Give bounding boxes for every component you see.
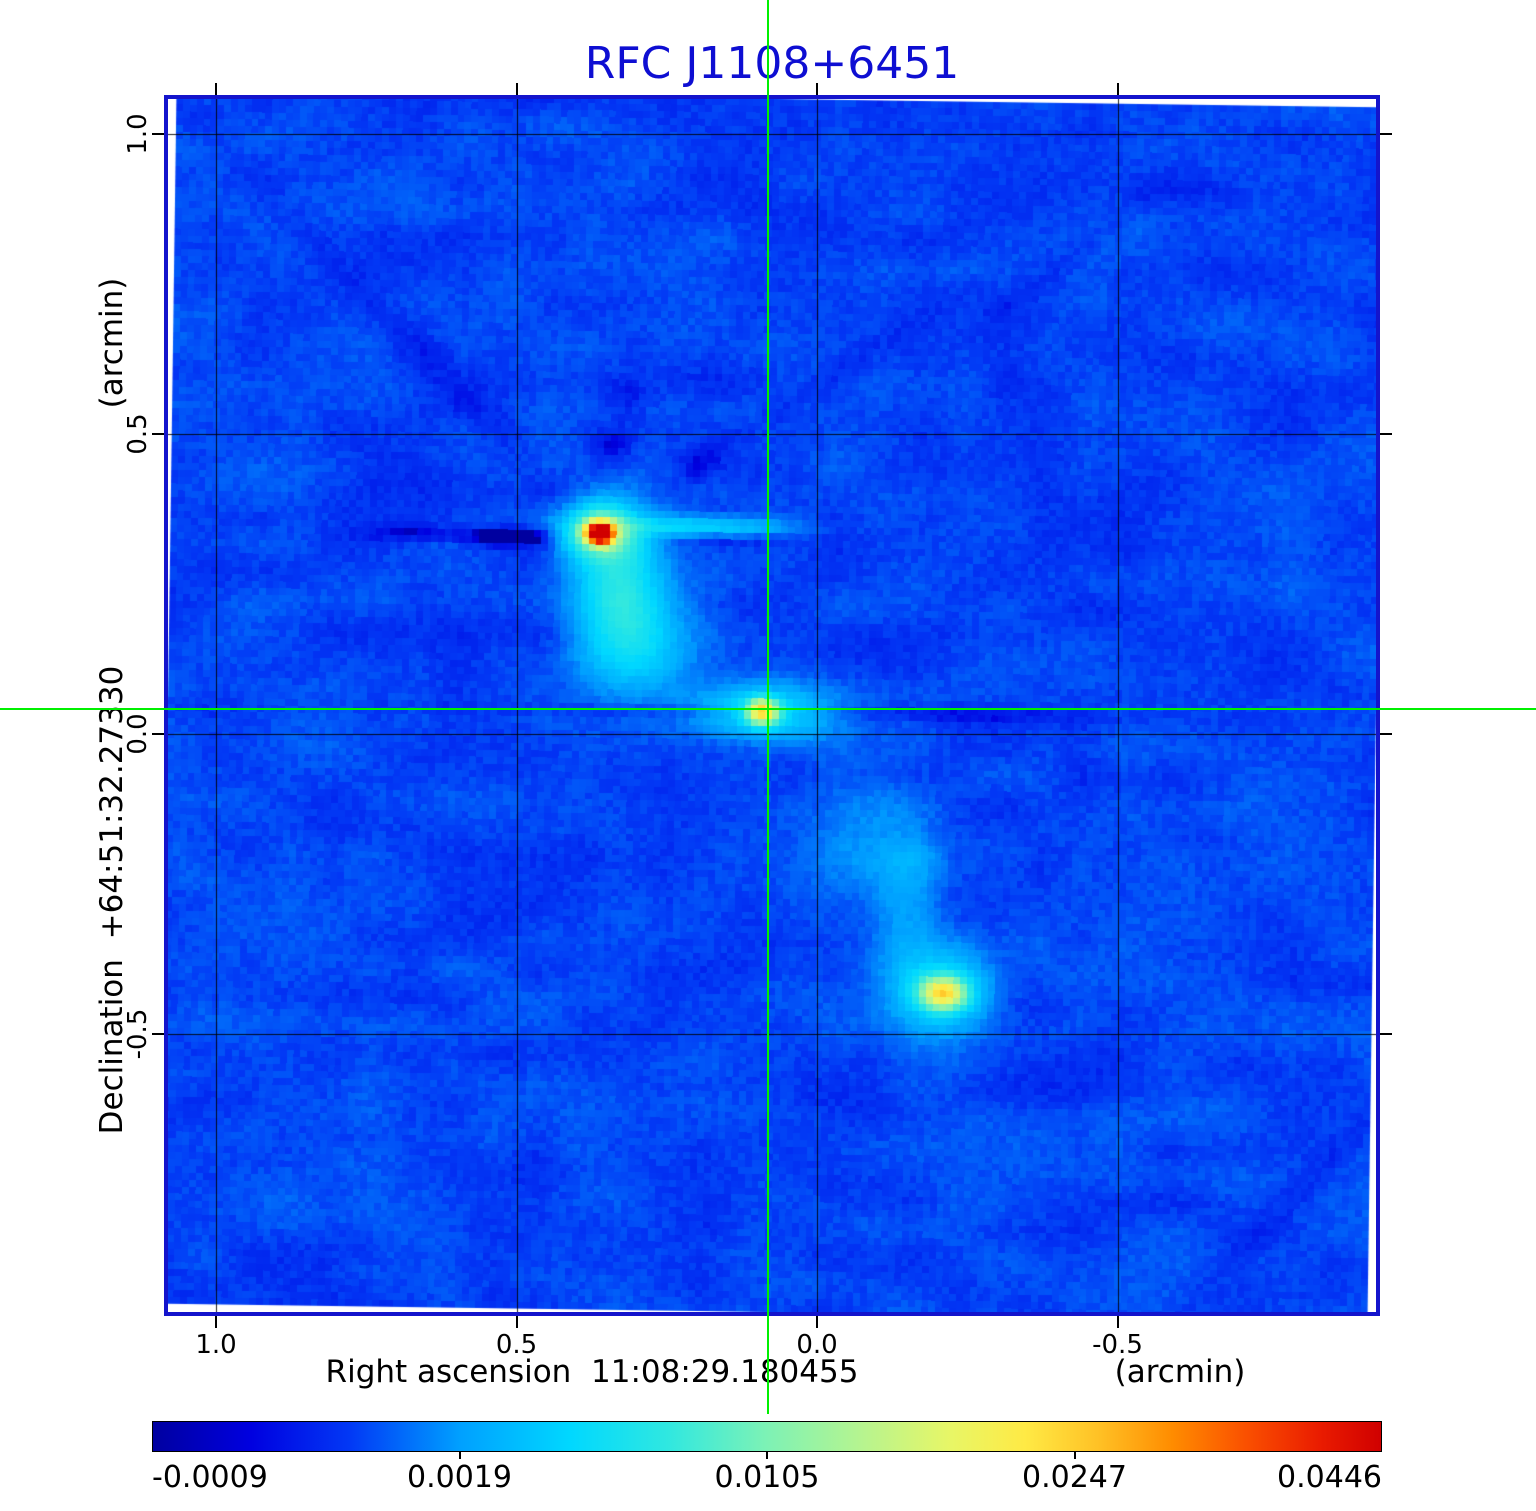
x-tick-label-4: -0.5	[1092, 1330, 1143, 1360]
y-tick-label-1: 1.0	[123, 113, 153, 155]
tick-mark	[1116, 1316, 1119, 1328]
x-tick-label-1: 1.0	[195, 1330, 237, 1360]
tick-mark	[1116, 83, 1119, 95]
tick-mark	[152, 1033, 164, 1035]
tick-mark	[152, 733, 164, 735]
tick-mark	[152, 133, 164, 135]
x-axis-title: Right ascension 11:08:29.180455	[325, 1354, 859, 1390]
x-tick-label-3: 0.0	[796, 1330, 838, 1360]
tick-mark	[215, 83, 217, 95]
tick-mark	[1380, 433, 1392, 435]
x-axis-unit: (arcmin)	[1114, 1354, 1246, 1390]
tick-mark	[515, 1316, 518, 1328]
tick-mark	[1380, 733, 1392, 735]
tick-mark	[816, 1316, 818, 1328]
y-axis-unit: (arcmin)	[94, 277, 130, 409]
colorbar-label-1: -0.0009	[152, 1460, 268, 1495]
tick-mark	[1380, 1033, 1392, 1035]
crosshair-vertical-line	[766, 0, 769, 1414]
crosshair-horizontal-line	[0, 707, 1536, 710]
tick-mark	[515, 83, 518, 95]
colorbar-label-3: 0.0105	[714, 1460, 820, 1495]
colorbar-label-5: 0.0446	[1277, 1460, 1382, 1495]
sky-image-heatmap	[168, 99, 1376, 1312]
colorbar-label-2: 0.0019	[407, 1460, 512, 1495]
tick-mark	[1380, 133, 1392, 135]
tick-mark	[215, 1316, 217, 1328]
y-tick-label-2: 0.5	[123, 413, 153, 455]
colorbar-tick	[1073, 1452, 1076, 1459]
y-axis-title: Declination +64:51:32.27330	[94, 665, 130, 1135]
colorbar-label-4: 0.0247	[1022, 1460, 1127, 1495]
colorbar-tick	[458, 1452, 461, 1459]
colorbar-gradient	[152, 1421, 1382, 1452]
page-title: RFC J1108+6451	[584, 38, 960, 89]
tick-mark	[816, 83, 818, 95]
colorbar-tick	[766, 1452, 768, 1459]
tick-mark	[152, 433, 164, 435]
x-tick-label-2: 0.5	[495, 1330, 538, 1360]
